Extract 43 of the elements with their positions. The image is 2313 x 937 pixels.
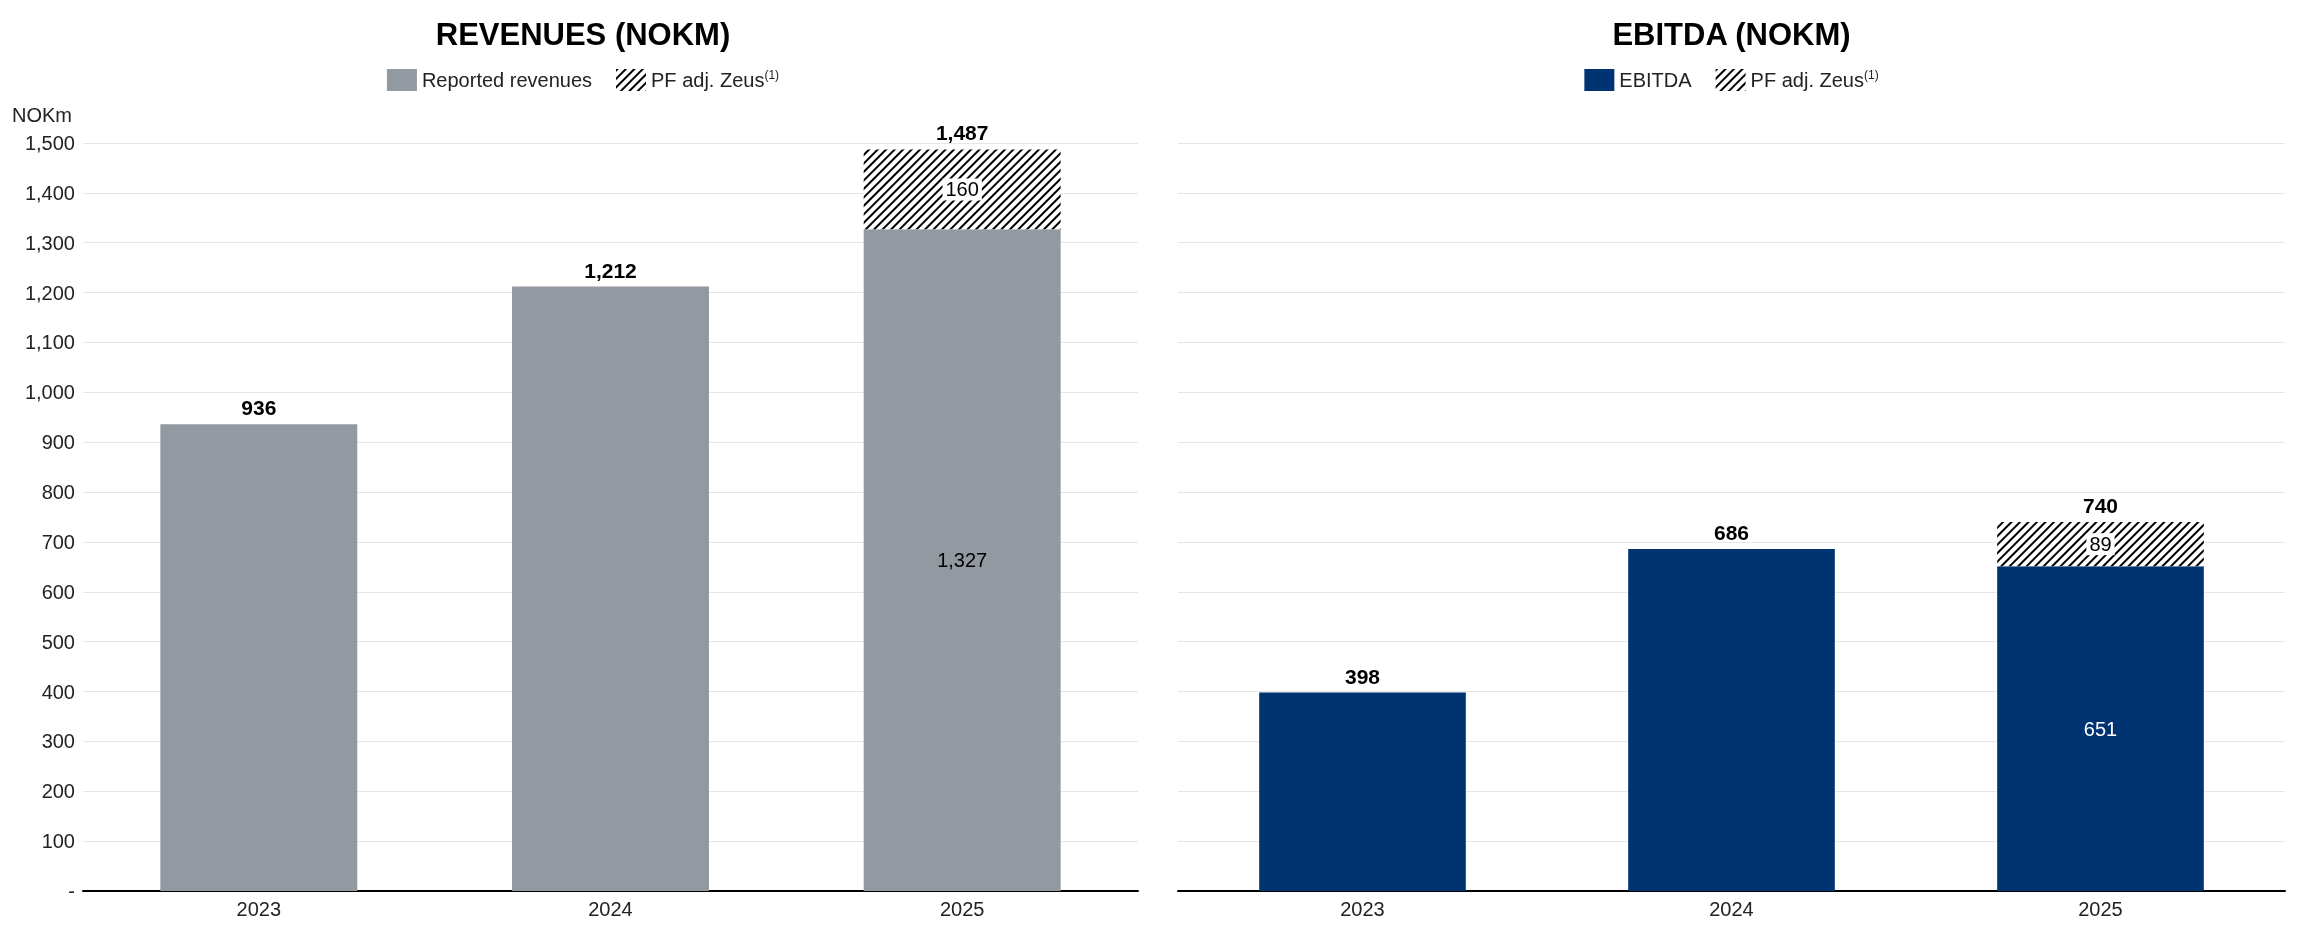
y-tick-label: 1,200	[24, 281, 75, 304]
y-tick-label: 1,000	[24, 381, 75, 404]
data-label: 89	[2089, 533, 2112, 556]
legend-label: EBITDA	[1619, 69, 1693, 91]
y-tick-label: 900	[41, 431, 75, 454]
x-tick-label: 2023	[236, 898, 282, 920]
bar	[1259, 692, 1466, 891]
bar	[863, 229, 1061, 891]
x-tick-label: 2025	[2078, 898, 2123, 920]
x-tick-label: 2025	[939, 898, 985, 920]
chart-title: EBITDA (NOKM)	[1612, 17, 1851, 52]
y-tick-label: 800	[41, 481, 75, 504]
data-label: 1,327	[937, 549, 988, 572]
y-tick-label: 100	[41, 830, 75, 853]
bar	[160, 424, 358, 891]
y-tick-label: 600	[41, 580, 75, 603]
bar	[1997, 566, 2204, 891]
y-tick-label: 700	[41, 530, 75, 553]
y-tick-label: 500	[41, 630, 75, 653]
y-tick-label: -	[68, 880, 75, 902]
total-label: 740	[2082, 493, 2119, 517]
x-tick-label: 2023	[1340, 898, 1385, 920]
data-label: 160	[945, 178, 979, 201]
y-axis-title: NOKm	[12, 104, 72, 126]
x-tick-label: 2024	[1709, 898, 1754, 920]
y-tick-label: 1,100	[24, 331, 75, 354]
data-label: 651	[2083, 717, 2118, 740]
total-label: 398	[1344, 664, 1381, 688]
y-tick-label: 1,400	[24, 181, 75, 204]
legend-label: Reported revenues	[421, 69, 593, 91]
chart-title: REVENUES (NOKM)	[435, 17, 731, 52]
y-tick-label: 400	[41, 680, 75, 703]
y-tick-label: 300	[41, 730, 75, 753]
x-tick-label: 2024	[588, 898, 633, 920]
total-label: 1,212	[584, 258, 637, 282]
bar	[512, 286, 709, 891]
total-label: 686	[1713, 520, 1750, 544]
total-label: 936	[241, 396, 277, 420]
total-label: 1,487	[935, 121, 989, 145]
bar	[1628, 548, 1835, 891]
y-tick-label: 1,500	[24, 132, 75, 154]
y-tick-label: 1,300	[24, 231, 75, 254]
y-tick-label: 200	[41, 780, 75, 803]
